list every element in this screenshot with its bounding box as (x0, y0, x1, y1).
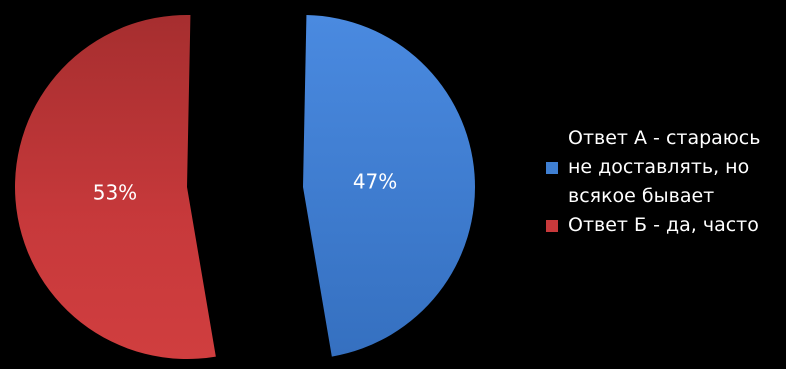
legend-label-answer-a-line-3: всякое бывает (568, 185, 715, 207)
legend-item-answer-b: Ответ Б - да, часто (546, 211, 782, 240)
legend-label-answer-b: Ответ Б - да, часто (568, 214, 759, 236)
legend-swatch-answer-a (546, 162, 558, 174)
pie-label-answer-a: 47% (353, 170, 397, 194)
pie-label-answer-b: 53% (93, 180, 137, 204)
pie-slice-answer-b (15, 15, 216, 359)
legend-label-answer-a-line-1: Ответ А - стараюсь (568, 127, 761, 149)
legend-label-answer-a-line-2: не доставлять, но (568, 156, 750, 178)
chart-legend: Ответ А - стараюсь не доставлять, но вся… (546, 124, 782, 240)
pie-slice-answer-a (303, 15, 476, 357)
legend-item-answer-a: Ответ А - стараюсь не доставлять, но вся… (546, 124, 782, 211)
legend-swatch-answer-b (546, 220, 558, 232)
pie-chart: 47% 53% (15, 15, 476, 359)
